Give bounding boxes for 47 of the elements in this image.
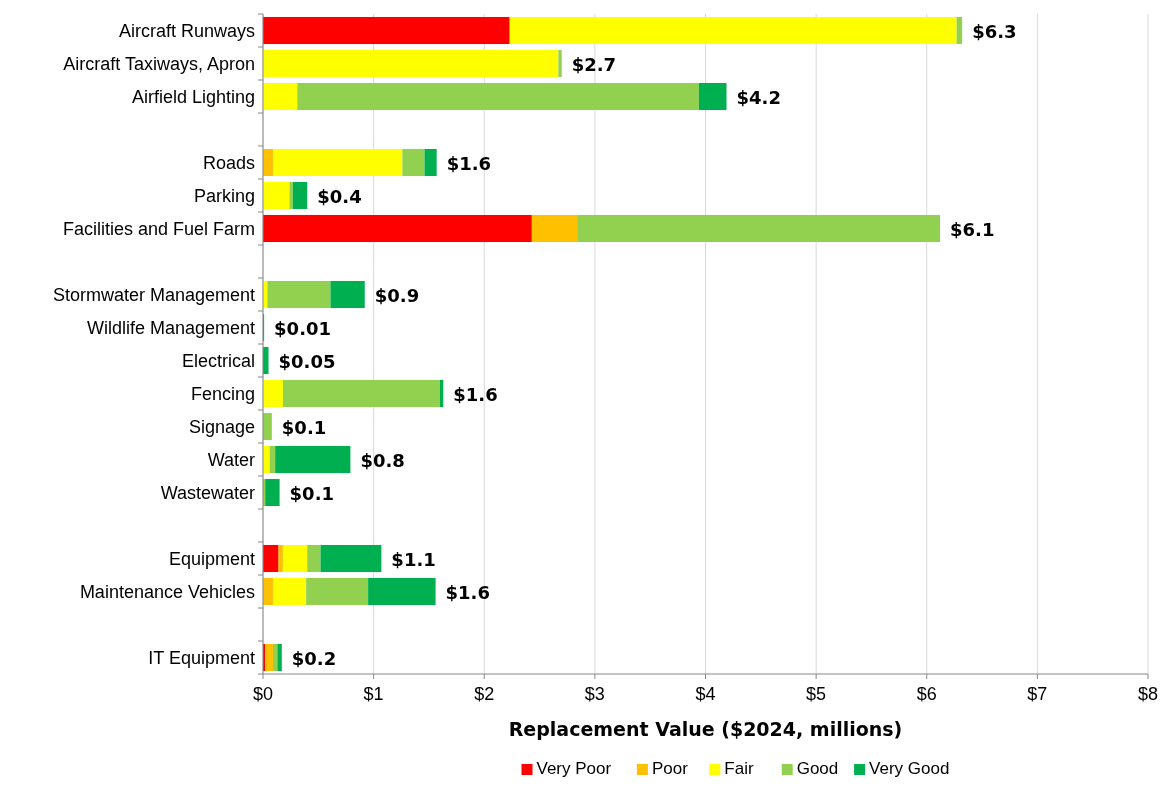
x-axis-title: Replacement Value ($2024, millions) <box>508 718 903 740</box>
x-tick-label: $5 <box>806 684 827 704</box>
x-tick-label: $0 <box>252 684 274 704</box>
y-tick-label: Stormwater Management <box>52 284 255 305</box>
x-tick-label: $6 <box>916 684 937 704</box>
x-tick-label: $8 <box>1137 684 1159 704</box>
y-tick-label: Wastewater <box>160 482 256 503</box>
total-label: $6.1 <box>950 218 995 240</box>
y-tick-label: Airfield Lighting <box>131 86 255 107</box>
total-label: $0.8 <box>360 449 405 471</box>
y-tick-label: IT Equipment <box>148 647 255 668</box>
y-tick-label: Parking <box>193 185 255 206</box>
y-tick-label: Roads <box>202 152 255 173</box>
x-tick-label: $4 <box>695 684 716 704</box>
total-label: $0.01 <box>274 317 332 339</box>
y-tick-label: Water <box>207 449 255 470</box>
y-tick-label: Electrical <box>181 350 255 371</box>
total-label: $1.6 <box>446 152 492 174</box>
total-label: $4.2 <box>736 86 781 108</box>
total-label: $6.3 <box>972 20 1017 42</box>
legend-label: Fair <box>724 759 754 778</box>
y-tick-label: Fencing <box>190 383 255 404</box>
y-tick-label: Wildlife Management <box>86 317 255 338</box>
x-tick-label: $3 <box>584 684 605 704</box>
total-label: $2.7 <box>571 53 617 75</box>
y-tick-label: Signage <box>188 416 255 437</box>
y-tick-label: Facilities and Fuel Farm <box>62 218 255 239</box>
total-label: $0.2 <box>291 647 337 669</box>
total-label: $0.4 <box>317 185 362 207</box>
total-label: $1.6 <box>445 581 490 603</box>
y-tick-label: Aircraft Runways <box>118 20 255 41</box>
y-tick-label: Maintenance Vehicles <box>79 581 255 602</box>
total-label: $0.1 <box>281 416 327 438</box>
total-label: $1.1 <box>391 548 436 570</box>
total-label: $0.9 <box>374 284 420 306</box>
legend-label: Very Good <box>869 759 950 778</box>
total-label: $0.05 <box>278 350 336 372</box>
legend-label: Very Poor <box>536 759 612 778</box>
x-tick-label: $2 <box>474 684 495 704</box>
y-tick-label: Aircraft Taxiways, Apron <box>63 53 255 74</box>
x-tick-label: $1 <box>363 684 384 704</box>
total-label: $1.6 <box>453 383 498 405</box>
total-label: $0.1 <box>289 482 335 504</box>
legend-label: Good <box>796 759 839 778</box>
legend-label: Poor <box>651 759 689 778</box>
x-tick-label: $7 <box>1027 684 1048 704</box>
y-tick-label: Equipment <box>168 548 255 569</box>
